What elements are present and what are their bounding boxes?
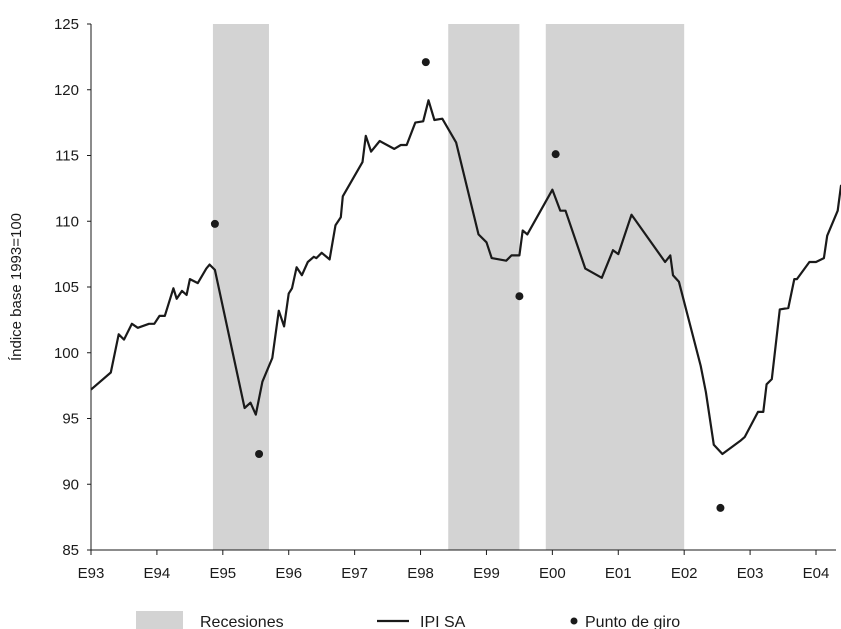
y-tick-label: 120 <box>54 82 79 99</box>
ipi-sa-line <box>90 99 841 456</box>
x-tick-label: E03 <box>737 565 764 582</box>
ipi-sa-series <box>90 99 841 456</box>
x-tick-label: E97 <box>341 565 368 582</box>
turning-point-5 <box>551 150 560 159</box>
y-tick-label: 105 <box>54 279 79 296</box>
legend: Recesiones IPI SA Punto de giro <box>136 611 680 629</box>
x-tick-label: E98 <box>407 565 434 582</box>
y-axis-title: Índice base 1993=100 <box>8 213 25 361</box>
y-tick-label: 125 <box>54 16 79 33</box>
turning-point-4 <box>515 292 524 301</box>
y-tick-label: 90 <box>62 476 79 493</box>
x-tick-label: E00 <box>539 565 566 582</box>
y-tick-label: 100 <box>54 345 79 362</box>
x-tick-label: E96 <box>275 565 302 582</box>
x-tick-label: E95 <box>209 565 236 582</box>
x-tick-label: E99 <box>473 565 500 582</box>
recession-band-1 <box>212 24 269 550</box>
recession-band-2 <box>448 24 520 550</box>
legend-turning-point-label: Punto de giro <box>585 614 680 629</box>
turning-point-6 <box>716 503 725 512</box>
legend-recession-label: Recesiones <box>200 614 284 629</box>
turning-points <box>210 58 725 512</box>
x-tick-label: E94 <box>144 565 171 582</box>
y-tick-label: 85 <box>62 542 79 559</box>
x-tick-label: E02 <box>671 565 698 582</box>
recession-bands <box>212 24 685 550</box>
x-tick-label: E93 <box>78 565 105 582</box>
x-ticks: E93 E94 E95 E96 E97 E98 E99 E00 E01 E02 E03 E04 <box>78 550 830 582</box>
y-tick-label: 95 <box>62 411 79 428</box>
y-ticks: 85 90 95 100 105 110 115 120 125 <box>54 16 91 559</box>
legend-ipi-label: IPI SA <box>420 614 466 629</box>
recession-band-3 <box>545 24 685 550</box>
y-tick-label: 110 <box>55 213 79 230</box>
turning-point-3 <box>421 58 430 67</box>
y-tick-label: 115 <box>55 148 79 165</box>
legend-turning-point-swatch <box>570 617 578 625</box>
legend-recession-swatch <box>136 611 183 629</box>
turning-point-2 <box>255 450 264 459</box>
x-tick-label: E01 <box>605 565 632 582</box>
turning-point-1 <box>210 219 219 228</box>
x-tick-label: E04 <box>803 565 830 582</box>
